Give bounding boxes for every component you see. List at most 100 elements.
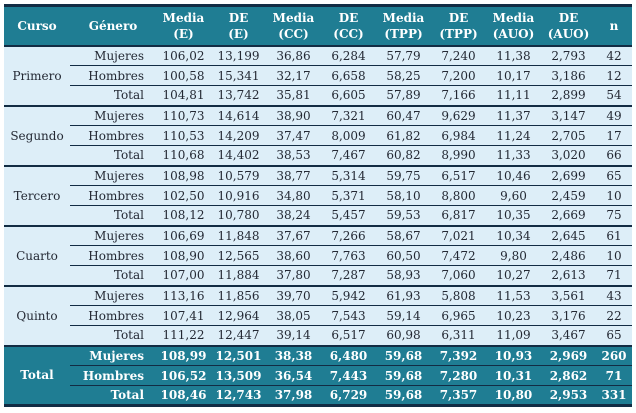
cell-value: 6,984: [431, 125, 486, 146]
cell-value: 7,280: [431, 365, 486, 386]
cell-genero: Hombres: [70, 365, 156, 386]
cell-value: 58,67: [376, 225, 431, 246]
cell-value: 2,699: [541, 165, 596, 186]
col-header-line: Media: [272, 10, 315, 25]
cell-value: 3,561: [541, 285, 596, 306]
cell-value: 3,020: [541, 145, 596, 167]
cell-value: 2,862: [541, 365, 596, 386]
cell-value: 2,953: [541, 385, 596, 407]
cell-n: 71: [596, 265, 632, 287]
cell-genero: Total: [70, 145, 156, 167]
cell-value: 60,47: [376, 105, 431, 126]
cell-value: 11,33: [486, 145, 541, 167]
cell-value: 6,817: [431, 205, 486, 227]
cell-value: 7,472: [431, 245, 486, 266]
table-row: Total 111,22 12,447 39,14 6,517 60,98 6,311 11,…: [4, 325, 632, 347]
cell-n: 260: [596, 345, 632, 366]
cell-value: 107,00: [156, 265, 211, 287]
table-row: Hombres 106,52 13,509 36,54 7,443 59,68 7,280 1…: [4, 365, 632, 386]
cell-value: 6,517: [431, 165, 486, 186]
cell-value: 60,98: [376, 325, 431, 347]
col-header-line: (TPP): [439, 26, 478, 41]
cell-value: 57,79: [376, 45, 431, 66]
cell-value: 12,743: [211, 385, 266, 407]
cell-value: 36,86: [266, 45, 321, 66]
table-row: Hombres 107,41 12,964 38,05 7,543 59,14 6,965 1…: [4, 305, 632, 326]
cell-n: 42: [596, 45, 632, 66]
cell-value: 10,80: [486, 385, 541, 407]
cell-value: 5,371: [321, 185, 376, 206]
cell-value: 5,457: [321, 205, 376, 227]
cell-value: 7,321: [321, 105, 376, 126]
cell-value: 14,614: [211, 105, 266, 126]
col-header-media-e: Media (E): [156, 4, 211, 47]
table-row: Hombres 100,58 15,341 32,17 6,658 58,25 7,200 1…: [4, 65, 632, 86]
header-row: Curso Género Media (E) DE (E) Media (CC)…: [4, 4, 632, 47]
cell-n: 17: [596, 125, 632, 146]
cell-value: 8,990: [431, 145, 486, 167]
cell-value: 2,705: [541, 125, 596, 146]
cell-value: 9,60: [486, 185, 541, 206]
table-row: Total 104,81 13,742 35,81 6,605 57,89 7,166 11,…: [4, 85, 632, 107]
cell-n: 10: [596, 185, 632, 206]
cell-genero: Total: [70, 325, 156, 347]
cell-value: 110,53: [156, 125, 211, 146]
cell-value: 7,060: [431, 265, 486, 287]
table-body: Primero Mujeres 106,02 13,199 36,86 6,284 57,7…: [4, 45, 632, 347]
cell-value: 39,70: [266, 285, 321, 306]
cell-value: 10,27: [486, 265, 541, 287]
cell-value: 38,77: [266, 165, 321, 186]
cell-value: 14,402: [211, 145, 266, 167]
cell-value: 38,90: [266, 105, 321, 126]
cell-value: 3,467: [541, 325, 596, 347]
cell-value: 106,69: [156, 225, 211, 246]
cell-value: 106,02: [156, 45, 211, 66]
cell-genero: Hombres: [70, 305, 156, 326]
cell-genero: Mujeres: [70, 45, 156, 66]
cell-n: 331: [596, 385, 632, 407]
cell-value: 35,81: [266, 85, 321, 107]
cell-value: 7,266: [321, 225, 376, 246]
cell-n: 12: [596, 65, 632, 86]
statistics-table: Curso Género Media (E) DE (E) Media (CC)…: [4, 4, 632, 407]
cell-value: 7,166: [431, 85, 486, 107]
cell-curso: Segundo: [4, 105, 70, 167]
cell-value: 8,009: [321, 125, 376, 146]
cell-genero: Total: [70, 265, 156, 287]
cell-value: 6,658: [321, 65, 376, 86]
cell-value: 7,287: [321, 265, 376, 287]
col-header-media-auo: Media (AUO): [486, 4, 541, 47]
cell-genero: Total: [70, 205, 156, 227]
cell-genero: Mujeres: [70, 105, 156, 126]
cell-n: 49: [596, 105, 632, 126]
cell-value: 11,37: [486, 105, 541, 126]
cell-n: 22: [596, 305, 632, 326]
table-row: Quinto Mujeres 113,16 11,856 39,70 5,942 61,93…: [4, 285, 632, 347]
col-header-line: (E): [173, 26, 194, 41]
table-row: Hombres 110,53 14,209 37,47 8,009 61,82 6,984 1…: [4, 125, 632, 146]
cell-value: 3,176: [541, 305, 596, 326]
cell-genero: Mujeres: [70, 345, 156, 366]
cell-value: 58,10: [376, 185, 431, 206]
cell-value: 8,800: [431, 185, 486, 206]
cell-n: 54: [596, 85, 632, 107]
table-row: Total Mujeres 108,99 12,501 38,38 6,480 59,68 7…: [4, 345, 632, 407]
col-header-line: (AUO): [547, 26, 590, 41]
cell-genero: Hombres: [70, 125, 156, 146]
cell-value: 7,763: [321, 245, 376, 266]
cell-n: 10: [596, 245, 632, 266]
cell-value: 10,23: [486, 305, 541, 326]
cell-genero: Mujeres: [70, 165, 156, 186]
cell-genero: Total: [70, 85, 156, 107]
cell-value: 37,98: [266, 385, 321, 407]
cell-value: 2,669: [541, 205, 596, 227]
cell-value: 6,517: [321, 325, 376, 347]
cell-value: 61,82: [376, 125, 431, 146]
table-row: Primero Mujeres 106,02 13,199 36,86 6,284 57,7…: [4, 45, 632, 107]
cell-value: 12,501: [211, 345, 266, 366]
cell-value: 111,22: [156, 325, 211, 347]
cell-genero: Hombres: [70, 245, 156, 266]
table-grand-total: Total Mujeres 108,99 12,501 38,38 6,480 59,68 7…: [4, 345, 632, 407]
cell-value: 6,605: [321, 85, 376, 107]
